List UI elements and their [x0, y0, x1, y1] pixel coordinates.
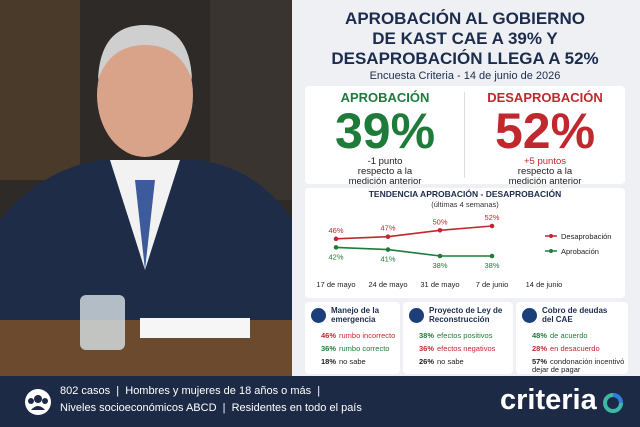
footer-item: 802 casos — [60, 385, 111, 397]
x-tick-label: 7 de junio — [476, 280, 509, 289]
title-line: APROBACIÓN AL GOBIERNO — [345, 9, 585, 28]
stat-note: medición anterior — [348, 176, 422, 187]
item-pct: 57% — [532, 357, 548, 366]
item-label: en desacuerdo — [550, 344, 600, 353]
stat-label: APROBACIÓN — [340, 90, 430, 105]
data-label: 42% — [328, 252, 343, 261]
x-tick-label: 14 de junio — [526, 280, 563, 289]
item-pct: 18% — [321, 357, 337, 366]
card-item: 46% rumbo incorrecto — [321, 332, 416, 340]
card-title: Proyecto de Ley de Reconstrucción — [429, 306, 503, 324]
stat-value: 52% — [494, 103, 596, 159]
card-item: 57% condonación incentivó dejar de pagar — [532, 358, 627, 374]
card-item: 18% no sabe — [321, 358, 416, 366]
item-label: rumbo correcto — [339, 344, 390, 353]
legend-dot — [549, 234, 553, 238]
footer-item: Residentes en todo el país — [231, 402, 362, 414]
card: Cobro de deudas del CAE 48% de acuerdo 28% e… — [516, 302, 628, 374]
point — [333, 245, 339, 250]
x-tick-label: 24 de mayo — [368, 280, 407, 289]
data-label: 47% — [380, 224, 395, 233]
stat-note: respecto a la — [357, 166, 413, 177]
card-item: 48% de acuerdo — [532, 332, 627, 340]
card: Manejo de la emergencia 46% rumbo incorrec… — [305, 302, 400, 374]
x-tick-label: 17 de mayo — [316, 280, 355, 289]
footer-item: Niveles socioeconómicos ABCD — [60, 402, 217, 414]
logo-mark — [603, 393, 623, 413]
point — [333, 236, 339, 242]
chart-subtitle: (últimas 4 semanas) — [431, 200, 499, 209]
stat-change: +5 puntos — [524, 156, 566, 167]
subtitle: Encuesta Criteria - 14 de junio de 2026 — [369, 70, 561, 82]
card-title: Cobro de deudas del CAE — [542, 306, 608, 324]
card-item: 38% efectos positivos — [419, 332, 514, 340]
item-label: no sabe — [339, 357, 366, 366]
stats-box — [305, 86, 625, 184]
point — [437, 253, 443, 259]
data-label: 46% — [328, 226, 343, 235]
item-pct: 36% — [321, 344, 337, 353]
chart-title: TENDENCIA APROBACIÓN - DESAPROBACIÓN — [369, 188, 562, 199]
series-line — [335, 246, 492, 257]
card-item: 36% efectos negativos — [419, 345, 514, 353]
icon — [409, 308, 424, 323]
data-label: 38% — [432, 261, 447, 270]
item-pct: 46% — [321, 331, 337, 340]
icon — [522, 308, 537, 323]
data-label: 52% — [484, 213, 499, 222]
card-item: 28% en desacuerdo — [532, 345, 627, 353]
card-title: Manejo de la emergencia — [331, 306, 380, 324]
data-label: 41% — [380, 255, 395, 264]
legend-label: Aprobación — [561, 247, 599, 256]
legend-label: Desaprobación — [561, 232, 611, 241]
item-label: rumbo incorrecto — [339, 331, 396, 340]
title-line: DESAPROBACIÓN LLEGA A 52% — [331, 49, 599, 68]
card-item: 36% rumbo correcto — [321, 345, 416, 353]
stat-label: DESAPROBACIÓN — [487, 90, 603, 105]
data-label: 38% — [484, 261, 499, 270]
card-item: 26% no sabe — [419, 358, 514, 366]
photo — [0, 0, 292, 376]
data-label: 50% — [432, 217, 447, 226]
chart: TENDENCIA APROBACIÓN - DESAPROBACIÓN (úl… — [316, 188, 611, 289]
item-pct: 48% — [532, 331, 548, 340]
people-icon — [25, 389, 51, 415]
footer: 802 casos | Hombres y mujeres de 18 años… — [0, 376, 640, 427]
legend-dot — [549, 249, 553, 253]
item-label: condonación incentivó dejar de pagar — [532, 357, 625, 374]
footer-line: 802 casos | Hombres y mujeres de 18 años… — [60, 385, 321, 397]
item-label: de acuerdo — [550, 331, 588, 340]
x-tick-label: 31 de mayo — [420, 280, 459, 289]
stat: DESAPROBACIÓN 52% +5 puntos respecto a l… — [465, 86, 625, 187]
stat-value: 39% — [334, 103, 436, 159]
item-pct: 38% — [419, 331, 435, 340]
logo: criteria — [500, 384, 597, 416]
divider — [464, 92, 465, 178]
title-line: DE KAST CAE A 39% Y — [372, 29, 558, 48]
stat: APROBACIÓN 39% -1 punto respecto a la me… — [305, 86, 465, 187]
icon — [311, 308, 326, 323]
item-pct: 26% — [419, 357, 435, 366]
item-pct: 36% — [419, 344, 435, 353]
card: Proyecto de Ley de Reconstrucción 38% efec… — [403, 302, 513, 374]
footer-line: Niveles socioeconómicos ABCD | Residente… — [60, 402, 362, 414]
stat-note: medición anterior — [508, 176, 582, 187]
point — [437, 227, 443, 233]
stat-note: respecto a la — [517, 166, 573, 177]
stat-change: -1 punto — [367, 156, 403, 167]
item-label: no sabe — [437, 357, 464, 366]
footer-item: Hombres y mujeres de 18 años o más — [125, 385, 312, 397]
chart-box — [305, 188, 625, 298]
item-label: efectos positivos — [437, 331, 493, 340]
item-label: efectos negativos — [437, 344, 496, 353]
point — [489, 253, 495, 259]
point — [385, 247, 391, 252]
item-pct: 28% — [532, 344, 548, 353]
point — [489, 223, 495, 229]
series-line — [335, 225, 493, 240]
point — [385, 234, 391, 240]
